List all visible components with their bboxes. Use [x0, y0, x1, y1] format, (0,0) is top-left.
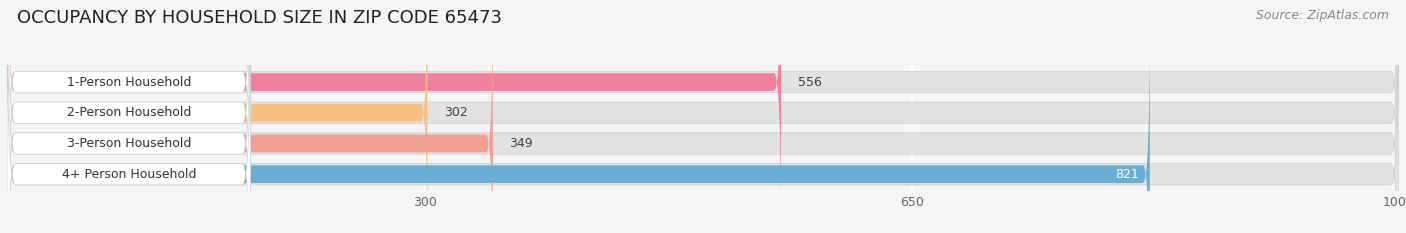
- Text: 349: 349: [509, 137, 533, 150]
- Text: OCCUPANCY BY HOUSEHOLD SIZE IN ZIP CODE 65473: OCCUPANCY BY HOUSEHOLD SIZE IN ZIP CODE …: [17, 9, 502, 27]
- FancyBboxPatch shape: [7, 0, 1399, 233]
- Text: 2-Person Household: 2-Person Household: [66, 106, 191, 119]
- Text: 3-Person Household: 3-Person Household: [66, 137, 191, 150]
- FancyBboxPatch shape: [7, 1, 250, 233]
- FancyBboxPatch shape: [7, 0, 494, 233]
- FancyBboxPatch shape: [7, 0, 250, 233]
- Text: 1-Person Household: 1-Person Household: [66, 76, 191, 89]
- FancyBboxPatch shape: [7, 0, 1399, 233]
- FancyBboxPatch shape: [7, 1, 1399, 233]
- FancyBboxPatch shape: [7, 0, 250, 233]
- FancyBboxPatch shape: [7, 30, 1150, 233]
- FancyBboxPatch shape: [7, 0, 780, 227]
- FancyBboxPatch shape: [7, 0, 250, 233]
- Text: 302: 302: [444, 106, 468, 119]
- Text: 821: 821: [1115, 168, 1139, 181]
- FancyBboxPatch shape: [7, 0, 427, 233]
- Text: 4+ Person Household: 4+ Person Household: [62, 168, 195, 181]
- Text: Source: ZipAtlas.com: Source: ZipAtlas.com: [1256, 9, 1389, 22]
- FancyBboxPatch shape: [7, 0, 1399, 233]
- Text: 556: 556: [797, 76, 821, 89]
